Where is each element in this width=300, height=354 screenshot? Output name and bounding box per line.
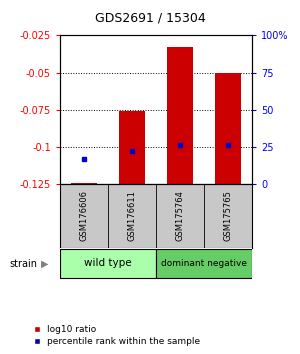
Text: strain: strain: [9, 259, 37, 269]
Text: GDS2691 / 15304: GDS2691 / 15304: [94, 12, 206, 25]
Text: GSM175765: GSM175765: [224, 190, 232, 241]
Bar: [71, 183, 97, 185]
Text: ▶: ▶: [40, 259, 48, 269]
Bar: [60, 249, 156, 278]
Text: wild type: wild type: [84, 258, 132, 268]
Text: dominant negative: dominant negative: [161, 258, 247, 268]
Text: GSM175764: GSM175764: [176, 190, 184, 241]
Bar: [156, 249, 252, 278]
Legend: log10 ratio, percentile rank within the sample: log10 ratio, percentile rank within the …: [34, 325, 200, 346]
Text: GSM176606: GSM176606: [80, 190, 88, 241]
Bar: [167, 47, 193, 185]
Bar: [119, 111, 145, 185]
Bar: [215, 73, 241, 185]
Text: GSM176611: GSM176611: [128, 190, 136, 241]
